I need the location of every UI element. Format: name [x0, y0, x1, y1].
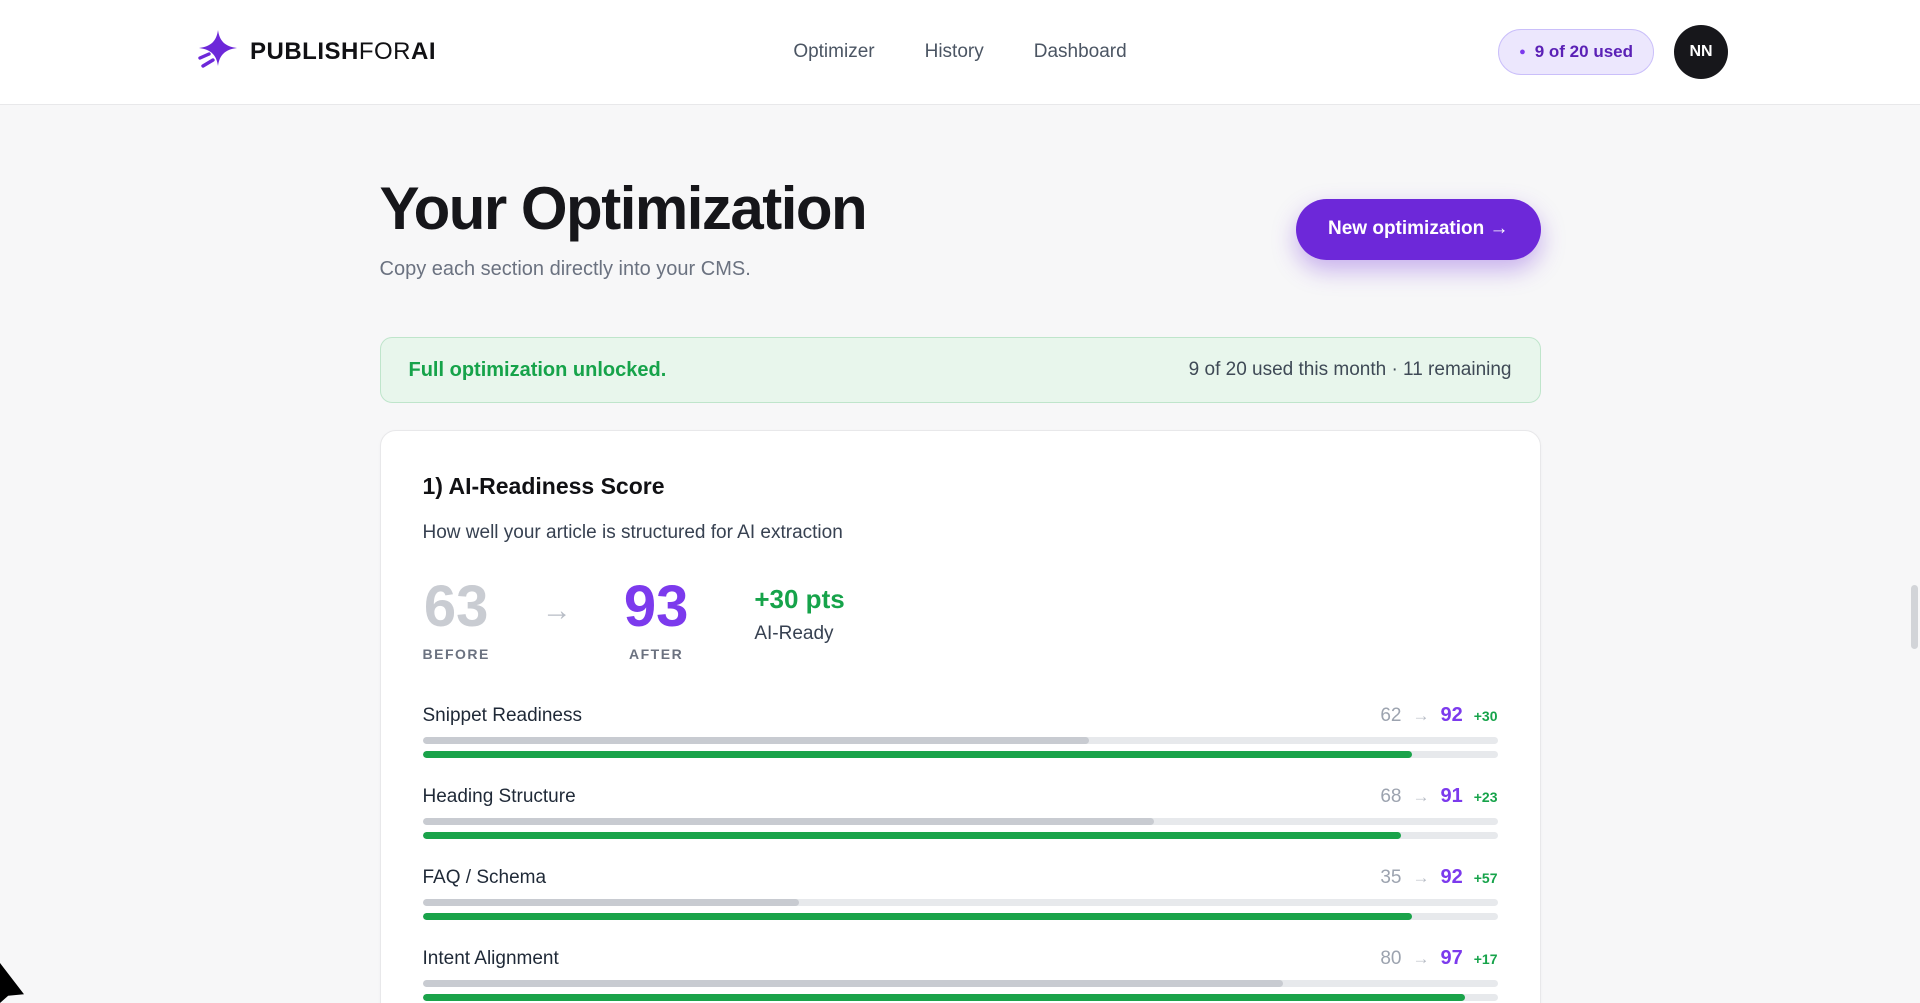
before-bar-fill — [423, 899, 799, 906]
metric-head: Intent Alignment 80 → 97 +17 — [423, 947, 1498, 970]
metrics-list: Snippet Readiness 62 → 92 +30 Heading St… — [423, 704, 1498, 1001]
after-bar-fill — [423, 913, 1412, 920]
nav-item-history[interactable]: History — [925, 41, 984, 63]
sparkle-logo-icon — [192, 28, 240, 76]
main-nav: Optimizer History Dashboard — [793, 41, 1126, 63]
page-header: Your Optimization Copy each section dire… — [380, 105, 1541, 281]
brand-ai: AI — [411, 38, 436, 66]
brand-publish: PUBLISH — [250, 38, 359, 66]
metric-before: 62 — [1380, 705, 1401, 727]
after-score-block: 93 AFTER — [624, 578, 689, 662]
nav-item-optimizer[interactable]: Optimizer — [793, 41, 874, 63]
arrow-right-icon: → — [1413, 868, 1430, 888]
usage-badge[interactable]: ● 9 of 20 used — [1498, 29, 1654, 75]
metric-row: Snippet Readiness 62 → 92 +30 — [423, 704, 1498, 758]
metric-label: Intent Alignment — [423, 948, 559, 970]
delta-label: AI-Ready — [754, 623, 844, 645]
metric-delta: +57 — [1474, 870, 1498, 886]
arrow-right-icon: → — [1413, 787, 1430, 807]
score-card-subtitle: How well your article is structured for … — [423, 522, 1498, 544]
metric-row: FAQ / Schema 35 → 92 +57 — [423, 866, 1498, 920]
before-bar-fill — [423, 980, 1283, 987]
delta-value: +30 pts — [754, 584, 844, 615]
metric-before: 80 — [1380, 948, 1401, 970]
brand-wordmark: PUBLISH FOR AI — [250, 38, 436, 66]
navbar-inner: PUBLISH FOR AI Optimizer History Dashboa… — [192, 0, 1728, 104]
avatar[interactable]: NN — [1674, 25, 1728, 79]
metric-after: 92 — [1441, 866, 1463, 889]
after-bar-track — [423, 832, 1498, 839]
ai-readiness-score-card: 1) AI-Readiness Score How well your arti… — [380, 430, 1541, 1003]
nav-item-dashboard[interactable]: Dashboard — [1034, 41, 1127, 63]
before-bar-track — [423, 818, 1498, 825]
brand-logo[interactable]: PUBLISH FOR AI — [192, 28, 436, 76]
metric-row: Heading Structure 68 → 91 +23 — [423, 785, 1498, 839]
cursor-arrow — [0, 963, 24, 1003]
metric-values: 62 → 92 +30 — [1380, 704, 1497, 727]
metric-label: FAQ / Schema — [423, 867, 547, 889]
before-score-value: 63 — [423, 578, 490, 636]
metric-delta: +30 — [1474, 708, 1498, 724]
navbar: PUBLISH FOR AI Optimizer History Dashboa… — [0, 0, 1920, 105]
arrow-right-icon: → — [1413, 949, 1430, 969]
metric-label: Heading Structure — [423, 786, 576, 808]
main-content: Your Optimization Copy each section dire… — [380, 105, 1541, 1003]
new-optimization-button[interactable]: New optimization → — [1296, 199, 1541, 260]
metric-head: FAQ / Schema 35 → 92 +57 — [423, 866, 1498, 889]
metric-values: 35 → 92 +57 — [1380, 866, 1497, 889]
metric-before: 68 — [1380, 786, 1401, 808]
metric-values: 80 → 97 +17 — [1380, 947, 1497, 970]
after-score-value: 93 — [624, 578, 689, 636]
page-subtitle: Copy each section directly into your CMS… — [380, 258, 867, 281]
after-bar-track — [423, 913, 1498, 920]
arrow-right-icon: → — [1413, 706, 1430, 726]
after-bar-fill — [423, 751, 1412, 758]
before-bar-track — [423, 899, 1498, 906]
metric-delta: +17 — [1474, 951, 1498, 967]
score-comparison: 63 BEFORE → 93 AFTER +30 pts AI-Ready — [423, 578, 1498, 662]
before-bar-fill — [423, 737, 1090, 744]
usage-dot-icon: ● — [1519, 47, 1526, 58]
before-score-label: BEFORE — [423, 646, 490, 662]
after-bar-track — [423, 751, 1498, 758]
metric-head: Heading Structure 68 → 91 +23 — [423, 785, 1498, 808]
brand-for: FOR — [359, 38, 411, 66]
metric-label: Snippet Readiness — [423, 705, 583, 727]
usage-badge-label: 9 of 20 used — [1535, 42, 1633, 62]
page-title: Your Optimization — [380, 177, 867, 240]
metric-after: 91 — [1441, 785, 1463, 808]
navbar-right: ● 9 of 20 used NN — [1498, 25, 1728, 79]
metric-head: Snippet Readiness 62 → 92 +30 — [423, 704, 1498, 727]
after-score-label: AFTER — [624, 646, 689, 662]
delta-block: +30 pts AI-Ready — [754, 578, 844, 645]
scrollbar-thumb[interactable] — [1911, 585, 1918, 649]
before-bar-fill — [423, 818, 1154, 825]
metric-row: Intent Alignment 80 → 97 +17 — [423, 947, 1498, 1001]
before-bar-track — [423, 980, 1498, 987]
page-header-text: Your Optimization Copy each section dire… — [380, 177, 867, 281]
unlock-banner: Full optimization unlocked. 9 of 20 used… — [380, 337, 1541, 403]
avatar-initials: NN — [1689, 43, 1712, 61]
unlock-banner-usage: 9 of 20 used this month · 11 remaining — [1189, 359, 1512, 381]
metric-before: 35 — [1380, 867, 1401, 889]
metric-after: 92 — [1441, 704, 1463, 727]
metric-values: 68 → 91 +23 — [1380, 785, 1497, 808]
arrow-right-icon: → — [542, 578, 572, 628]
metric-delta: +23 — [1474, 789, 1498, 805]
after-bar-fill — [423, 832, 1401, 839]
metric-after: 97 — [1441, 947, 1463, 970]
before-score-block: 63 BEFORE — [423, 578, 490, 662]
after-bar-track — [423, 994, 1498, 1001]
unlock-banner-status: Full optimization unlocked. — [409, 359, 667, 382]
score-card-title: 1) AI-Readiness Score — [423, 473, 1498, 500]
before-bar-track — [423, 737, 1498, 744]
after-bar-fill — [423, 994, 1466, 1001]
